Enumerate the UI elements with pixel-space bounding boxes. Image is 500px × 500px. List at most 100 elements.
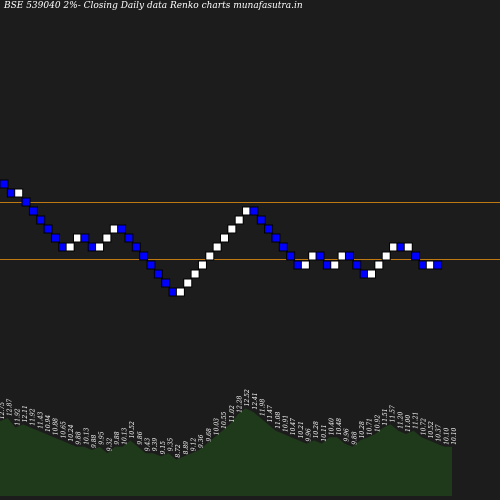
volume-label: 11.43	[37, 411, 44, 428]
volume-label: 9.39	[152, 438, 159, 452]
volume-label: 10.13	[122, 427, 129, 444]
brick-down	[161, 278, 171, 288]
brick-down	[6, 188, 16, 198]
volume-label: 11.92	[14, 408, 21, 425]
brick-up	[425, 260, 435, 270]
brick-up	[197, 260, 207, 270]
volume-label: 11.47	[267, 405, 274, 422]
volume-label: 11.57	[390, 405, 397, 422]
volume-label: 10.92	[374, 415, 381, 432]
brick-up	[403, 242, 413, 252]
brick-down	[36, 215, 46, 225]
volume-label: 12.75	[0, 402, 6, 419]
brick-down	[433, 260, 443, 270]
volume-label: 9.96	[305, 428, 312, 442]
brick-up	[389, 242, 399, 252]
volume-label: 12.11	[22, 405, 29, 422]
brick-down	[117, 224, 127, 234]
brick-down	[139, 251, 149, 261]
brick-up	[109, 224, 119, 234]
volume-label: 10.47	[290, 418, 297, 435]
volume-label: 9.36	[198, 434, 205, 448]
volume-label: 10.28	[313, 421, 320, 438]
brick-up	[227, 224, 237, 234]
brick-down	[249, 206, 259, 216]
brick-down	[396, 242, 406, 252]
volume-label: 11.51	[382, 408, 389, 425]
volume-label: 10.40	[328, 418, 335, 435]
brick-down	[344, 251, 354, 261]
brick-down	[322, 260, 332, 270]
brick-down	[418, 260, 428, 270]
brick-up	[65, 242, 75, 252]
volume-label: 12.41	[252, 392, 259, 409]
volume-label: 12.28	[237, 395, 244, 412]
volume-label: 10.88	[53, 418, 60, 435]
brick-down	[352, 260, 362, 270]
volume-label: 10.37	[436, 424, 443, 441]
volume-label: 11.02	[229, 405, 236, 422]
volume-label: 10.52	[428, 421, 435, 438]
volume-label: 10.10	[451, 427, 458, 444]
brick-down	[43, 224, 53, 234]
volume-label: 9.88	[76, 431, 83, 445]
volume-label: 10.94	[45, 415, 52, 432]
brick-up	[190, 269, 200, 279]
brick-down	[80, 233, 90, 243]
brick-up	[330, 260, 340, 270]
volume-label: 11.98	[260, 399, 267, 416]
brick-down	[50, 233, 60, 243]
brick-up	[381, 251, 391, 261]
brick-down	[28, 206, 38, 216]
volume-label: 10.72	[420, 418, 427, 435]
brick-down	[278, 242, 288, 252]
volume-label: 10.28	[359, 421, 366, 438]
volume-label: 10.24	[68, 424, 75, 441]
volume-label: 12.52	[244, 389, 251, 406]
volume-label: 9.95	[99, 431, 106, 445]
volume-label: 11.20	[397, 411, 404, 428]
volume-label: 9.88	[351, 431, 358, 445]
brick-up	[242, 206, 252, 216]
brick-down	[359, 269, 369, 279]
brick-down	[153, 269, 163, 279]
volume-label: 10.03	[214, 418, 221, 435]
volume-label: 9.88	[91, 434, 98, 448]
brick-up	[337, 251, 347, 261]
volume-label: 9.96	[344, 428, 351, 442]
volume-label: 9.15	[160, 441, 167, 455]
brick-down	[264, 224, 274, 234]
volume-label: 9.88	[114, 431, 121, 445]
brick-down	[124, 233, 134, 243]
volume-label: 11.08	[275, 411, 282, 428]
chart-title: BSE 539040 2%- Closing Daily data Renko …	[4, 1, 303, 11]
brick-up	[212, 242, 222, 252]
volume-label: 10.10	[443, 427, 450, 444]
volume-label: 10.21	[298, 421, 305, 438]
volume-label: 9.35	[168, 438, 175, 452]
volume-label: 12.87	[7, 399, 14, 416]
brick-up	[308, 251, 318, 261]
brick-down	[21, 197, 31, 207]
brick-down	[0, 179, 9, 189]
volume-label: 9.86	[137, 431, 144, 445]
brick-up	[95, 242, 105, 252]
brick-down	[293, 260, 303, 270]
volume-label: 10.55	[221, 411, 228, 428]
brick-up	[102, 233, 112, 243]
brick-up	[183, 278, 193, 288]
brick-down	[146, 260, 156, 270]
brick-up	[300, 260, 310, 270]
brick-up	[205, 251, 215, 261]
volume-label: 10.71	[367, 418, 374, 435]
brick-up	[73, 233, 82, 243]
volume-label: 10.13	[83, 427, 90, 444]
brick-down	[411, 251, 421, 261]
volume-label: 11.00	[405, 415, 412, 432]
renko-bricks	[0, 179, 443, 297]
brick-up	[175, 287, 185, 297]
volume-label: 11.21	[413, 412, 420, 429]
volume-label: 10.48	[336, 418, 343, 435]
brick-down	[256, 215, 266, 225]
